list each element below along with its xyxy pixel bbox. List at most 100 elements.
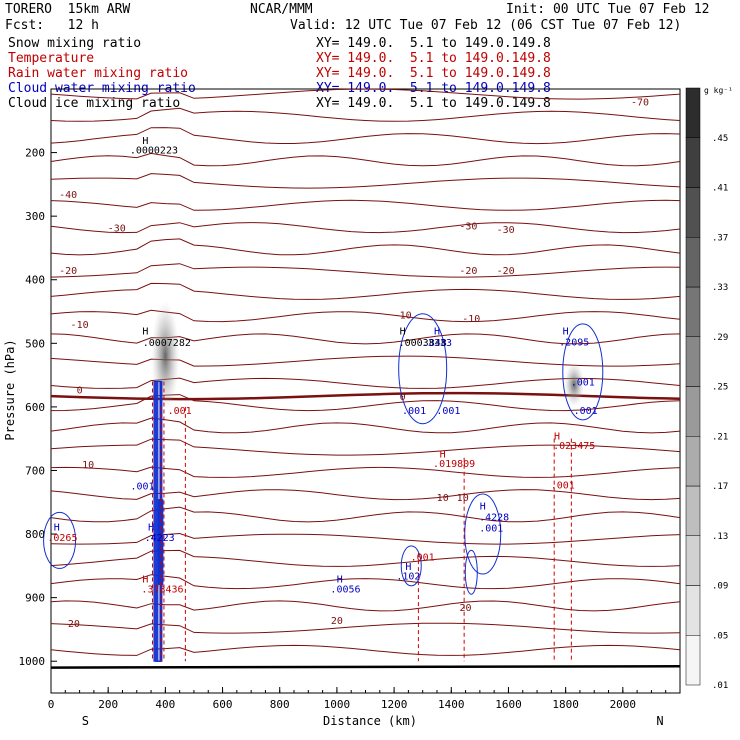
cloud-water-contour xyxy=(43,511,77,569)
max-annotation: H xyxy=(440,449,446,460)
colorbar-segment xyxy=(685,137,701,188)
max-annotation: .001 xyxy=(551,480,575,491)
max-annotation: H xyxy=(142,136,148,147)
colorbar-label: .29 xyxy=(712,333,728,343)
colorbar-label: .01 xyxy=(712,681,728,691)
colorbar-segment xyxy=(685,286,701,337)
colorbar-segment xyxy=(685,386,701,437)
y-tick-label: 400 xyxy=(25,274,45,287)
xy-line-rain: XY= 149.0. 5.1 to 149.0.149.8 xyxy=(316,66,551,81)
snow-shading xyxy=(564,362,585,407)
max-annotation: H xyxy=(563,327,569,338)
isotherm-label: -30 xyxy=(108,224,126,235)
field-label-temperature: Temperature xyxy=(8,51,95,66)
field-label-rain: Rain water mixing ratio xyxy=(8,66,189,81)
colorbar-segment xyxy=(685,336,701,387)
isotherm-line xyxy=(50,600,681,612)
isotherm-line xyxy=(50,466,681,478)
x-tick-label: 800 xyxy=(270,698,290,711)
x-tick-label: 600 xyxy=(213,698,233,711)
isotherm-label: -30 xyxy=(459,222,477,233)
init-time: Init: 00 UTC Tue 07 Feb 12 xyxy=(506,2,710,17)
xy-line-cloud-ice: XY= 149.0. 5.1 to 149.0.149.8 xyxy=(316,96,551,111)
x-tick-label: 1800 xyxy=(552,698,579,711)
isotherm-label: -20 xyxy=(497,266,515,277)
max-annotation: .001 xyxy=(479,524,503,535)
north-label: N xyxy=(656,714,663,728)
max-annotation: H xyxy=(405,562,411,573)
colorbar-label: .21 xyxy=(712,432,728,442)
isotherm-line xyxy=(50,127,681,145)
max-annotation: H xyxy=(480,501,486,512)
isotherm-label: -20 xyxy=(59,266,77,277)
isotherm-label: -70 xyxy=(631,98,649,109)
x-tick-label: 2000 xyxy=(610,698,637,711)
isotherm-label: 20 xyxy=(68,619,80,630)
max-annotation: H xyxy=(142,575,148,586)
isotherm-label: 0 xyxy=(77,386,83,397)
x-tick-label: 400 xyxy=(155,698,175,711)
isotherm-line xyxy=(50,263,681,278)
isotherm-label: 0 xyxy=(400,392,406,403)
x-tick-label: 0 xyxy=(48,698,55,711)
max-annotation: .001 xyxy=(574,406,598,417)
colorbar-segment xyxy=(685,237,701,288)
y-tick-label: 500 xyxy=(25,337,45,350)
model-title: TORERO 15km ARW xyxy=(5,2,131,17)
colorbar-label: .09 xyxy=(712,582,728,592)
isotherm-label: -40 xyxy=(59,190,77,201)
isotherm-line xyxy=(50,417,681,434)
forecast-hour: Fcst: 12 h xyxy=(5,18,99,33)
x-tick-label: 1200 xyxy=(381,698,408,711)
colorbar-segment xyxy=(685,436,701,487)
max-annotation: H xyxy=(148,522,154,533)
xy-line-temperature: XY= 149.0. 5.1 to 149.0.149.8 xyxy=(316,51,551,66)
colorbar-segment xyxy=(685,87,701,138)
isotherm-label: 10 xyxy=(437,493,449,504)
isotherm-line xyxy=(50,309,681,323)
max-annotation: .3333 xyxy=(422,338,452,349)
isotherm-label: 10 xyxy=(82,460,94,471)
colorbar-label: .13 xyxy=(712,532,728,542)
max-annotation: .2095 xyxy=(559,337,589,348)
field-label-cloud-ice: Cloud ice mixing ratio xyxy=(8,96,181,111)
max-annotation: .4223 xyxy=(145,533,175,544)
isotherm-label: -20 xyxy=(459,266,477,277)
y-tick-label: 200 xyxy=(25,147,45,160)
colorbar-segment xyxy=(685,485,701,536)
max-annotation: .001 xyxy=(411,552,435,563)
isotherm-line xyxy=(50,88,681,100)
max-annotation: H xyxy=(337,575,343,586)
colorbar-unit: g kg⁻¹ xyxy=(704,86,733,95)
isotherm-label: 20 xyxy=(460,603,472,614)
colorbar-label: .45 xyxy=(712,134,728,144)
plot-frame xyxy=(50,88,681,694)
isotherm-label: 20 xyxy=(331,616,343,627)
max-annotation: .102 xyxy=(396,571,420,582)
y-tick-label: 800 xyxy=(25,528,45,541)
isotherm-line xyxy=(50,152,681,167)
isotherm-label: -10 xyxy=(71,320,89,331)
colorbar-label: .05 xyxy=(712,631,728,641)
max-annotation: H xyxy=(554,432,560,443)
isotherm-label: -10 xyxy=(394,311,412,322)
x-tick-label: 1000 xyxy=(324,698,351,711)
x-tick-label: 1400 xyxy=(438,698,465,711)
max-annotation: .4228 xyxy=(479,512,509,523)
isotherm-line xyxy=(50,355,681,367)
isotherm-line xyxy=(50,506,681,523)
y-axis-label: Pressure (hPa) xyxy=(3,339,17,440)
cloud-water-contour xyxy=(398,313,448,425)
y-tick-label: 600 xyxy=(25,401,45,414)
x-tick-label: 1600 xyxy=(495,698,522,711)
isotherm-line xyxy=(50,622,681,634)
max-annotation: .001 xyxy=(571,377,595,388)
cloud-water-contour xyxy=(464,493,502,575)
colorbar-label: .33 xyxy=(712,283,728,293)
max-annotation: .0000223 xyxy=(130,145,178,156)
max-annotation: H xyxy=(54,522,60,533)
isotherm-label: -30 xyxy=(497,225,515,236)
freezing-level-line xyxy=(50,391,681,401)
max-annotation: H xyxy=(434,327,440,338)
max-annotation: .001 xyxy=(436,406,460,417)
